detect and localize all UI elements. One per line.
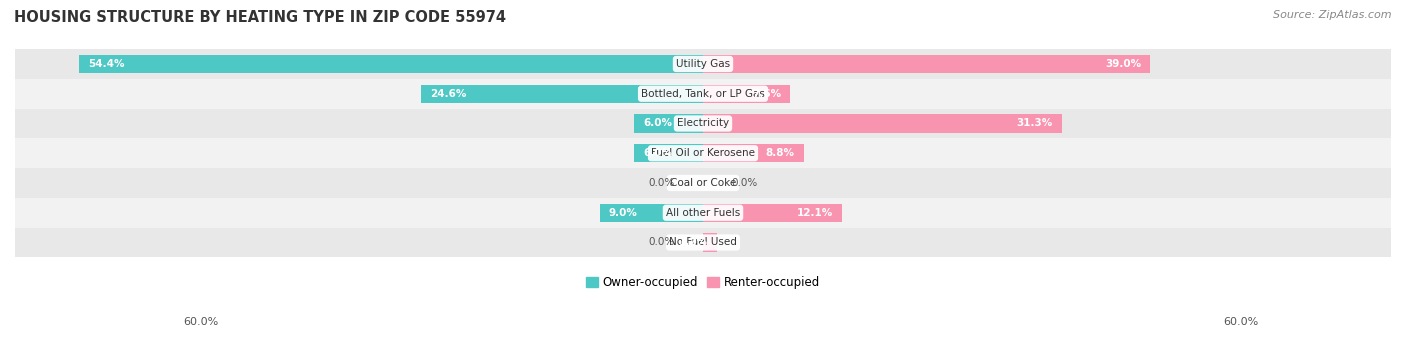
Text: 9.0%: 9.0% <box>609 208 638 218</box>
Bar <box>15 168 1391 198</box>
Text: 31.3%: 31.3% <box>1017 118 1053 129</box>
Text: 7.6%: 7.6% <box>752 89 780 99</box>
Bar <box>634 144 703 162</box>
Text: 39.0%: 39.0% <box>1105 59 1142 69</box>
Bar <box>15 108 1391 138</box>
Text: 8.8%: 8.8% <box>766 148 794 158</box>
Text: 24.6%: 24.6% <box>430 89 467 99</box>
Bar <box>703 233 717 252</box>
Bar <box>703 55 1150 73</box>
Text: Source: ZipAtlas.com: Source: ZipAtlas.com <box>1274 10 1392 20</box>
Bar <box>15 79 1391 108</box>
Text: 1.2%: 1.2% <box>679 237 707 248</box>
Legend: Owner-occupied, Renter-occupied: Owner-occupied, Renter-occupied <box>586 276 820 289</box>
Bar <box>420 85 703 103</box>
Text: 0.0%: 0.0% <box>648 237 675 248</box>
Bar <box>703 204 842 222</box>
Bar <box>15 227 1391 257</box>
Text: 54.4%: 54.4% <box>89 59 125 69</box>
Text: 60.0%: 60.0% <box>183 317 218 327</box>
Text: 6.0%: 6.0% <box>644 118 672 129</box>
Text: 0.0%: 0.0% <box>731 178 758 188</box>
Bar <box>703 144 804 162</box>
Text: 0.0%: 0.0% <box>648 178 675 188</box>
Text: Fuel Oil or Kerosene: Fuel Oil or Kerosene <box>651 148 755 158</box>
Text: Coal or Coke: Coal or Coke <box>669 178 737 188</box>
Bar <box>15 138 1391 168</box>
Bar <box>15 198 1391 227</box>
Bar <box>600 204 703 222</box>
Text: 6.0%: 6.0% <box>644 148 672 158</box>
Text: Bottled, Tank, or LP Gas: Bottled, Tank, or LP Gas <box>641 89 765 99</box>
Text: HOUSING STRUCTURE BY HEATING TYPE IN ZIP CODE 55974: HOUSING STRUCTURE BY HEATING TYPE IN ZIP… <box>14 10 506 25</box>
Bar <box>703 85 790 103</box>
Text: All other Fuels: All other Fuels <box>666 208 740 218</box>
Bar <box>79 55 703 73</box>
Bar <box>15 49 1391 79</box>
Text: Utility Gas: Utility Gas <box>676 59 730 69</box>
Text: No Fuel Used: No Fuel Used <box>669 237 737 248</box>
Text: 12.1%: 12.1% <box>796 208 832 218</box>
Bar <box>634 114 703 133</box>
Bar <box>703 114 1062 133</box>
Text: 60.0%: 60.0% <box>1223 317 1258 327</box>
Text: Electricity: Electricity <box>676 118 730 129</box>
